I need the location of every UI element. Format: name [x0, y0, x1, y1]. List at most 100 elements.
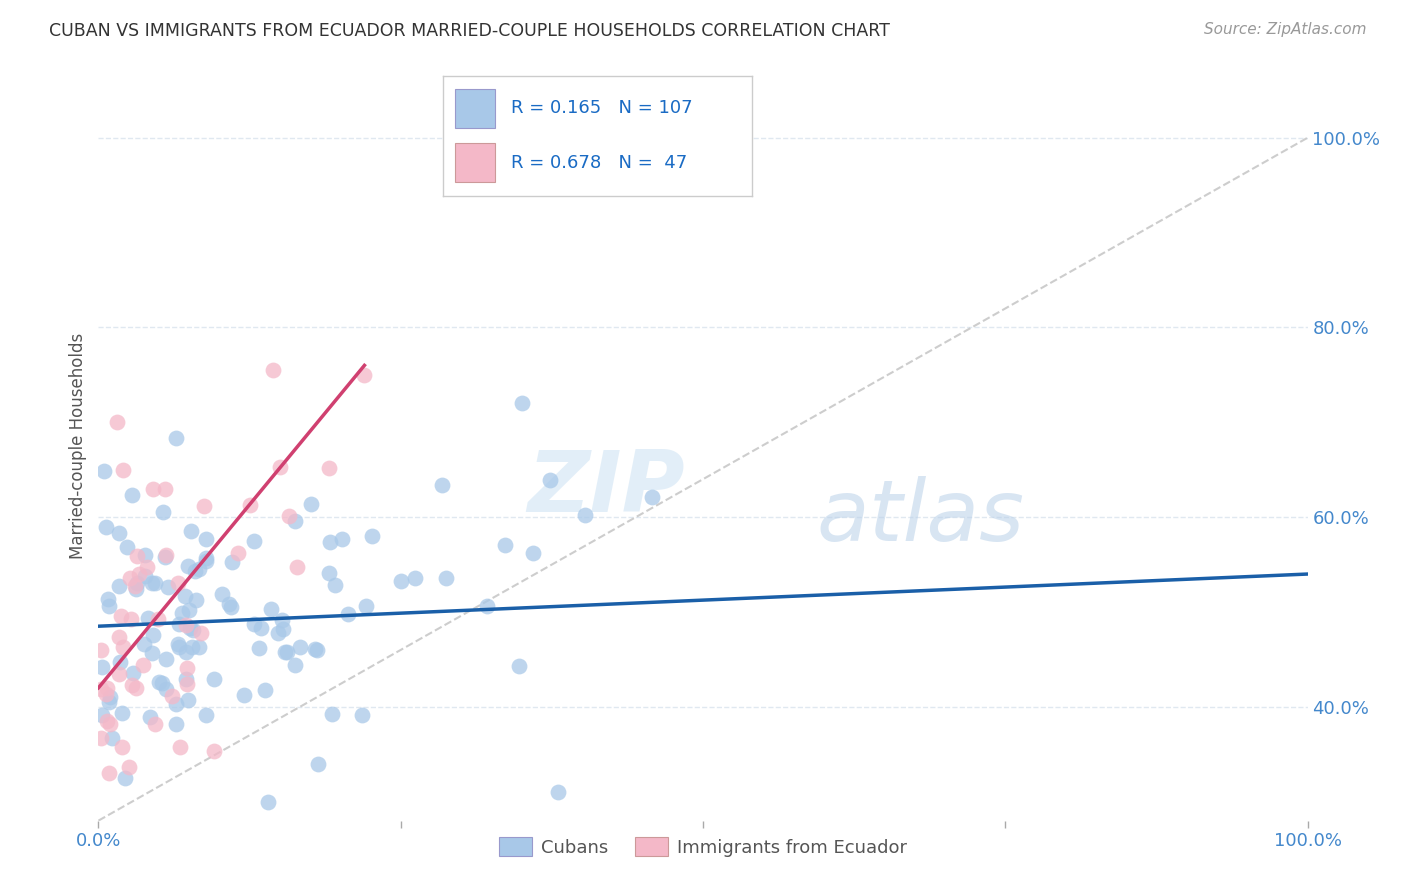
Point [134, 548, 156, 562]
Point [125, 681, 148, 695]
Point [142, 628, 165, 642]
Point [91, 659, 114, 673]
Point [108, 655, 131, 669]
Point [121, 678, 143, 692]
Point [176, 677, 198, 691]
Point [90, 731, 112, 745]
Point [124, 579, 146, 593]
Text: R = 0.165   N = 107: R = 0.165 N = 107 [510, 99, 693, 118]
Text: Source: ZipAtlas.com: Source: ZipAtlas.com [1204, 22, 1367, 37]
Point [276, 645, 298, 659]
Point [179, 622, 201, 636]
Point [330, 532, 353, 546]
Point [194, 550, 217, 565]
Point [299, 497, 322, 511]
Point [153, 482, 176, 496]
Point [202, 673, 225, 687]
Point [105, 415, 128, 429]
Point [188, 562, 211, 576]
Point [193, 499, 215, 513]
Point [143, 576, 166, 591]
Point [254, 682, 277, 697]
Y-axis label: Married-couple Households: Married-couple Households [69, 333, 87, 559]
Point [271, 622, 294, 636]
Point [256, 795, 278, 809]
Point [136, 611, 159, 625]
Point [211, 587, 233, 601]
Point [174, 618, 197, 632]
Text: R = 0.678   N =  47: R = 0.678 N = 47 [510, 153, 688, 171]
Point [118, 571, 141, 585]
Point [176, 661, 198, 675]
Point [117, 540, 139, 554]
Point [143, 716, 166, 731]
Point [260, 601, 283, 615]
Point [404, 572, 426, 586]
Point [361, 529, 384, 543]
Point [181, 624, 204, 638]
Point [141, 646, 163, 660]
Point [321, 706, 343, 721]
Point [155, 652, 177, 666]
Point [110, 706, 132, 720]
Point [142, 482, 165, 496]
Point [262, 363, 284, 377]
Point [202, 744, 225, 758]
Point [108, 526, 131, 541]
Point [195, 553, 218, 567]
Point [93, 464, 115, 478]
Point [188, 640, 211, 654]
Point [267, 626, 290, 640]
Point [247, 640, 270, 655]
Legend: Cubans, Immigrants from Ecuador: Cubans, Immigrants from Ecuador [492, 830, 914, 864]
Text: CUBAN VS IMMIGRANTS FROM ECUADOR MARRIED-COUPLE HOUSEHOLDS CORRELATION CHART: CUBAN VS IMMIGRANTS FROM ECUADOR MARRIED… [49, 22, 890, 40]
Point [125, 582, 148, 596]
Point [90, 681, 112, 696]
Point [353, 368, 375, 382]
Point [128, 567, 150, 582]
Point [641, 490, 664, 504]
Point [94, 687, 117, 701]
Point [121, 488, 143, 502]
Point [165, 697, 187, 711]
Point [436, 571, 458, 585]
Point [165, 717, 187, 731]
Point [305, 643, 328, 657]
Point [354, 599, 377, 614]
Point [118, 760, 141, 774]
Point [148, 675, 170, 690]
Point [283, 657, 305, 672]
Point [108, 666, 131, 681]
Point [174, 672, 197, 686]
Point [547, 785, 569, 799]
Point [114, 771, 136, 785]
Point [226, 546, 249, 560]
Point [176, 693, 198, 707]
Point [307, 756, 329, 771]
Point [323, 578, 346, 592]
Point [107, 630, 129, 644]
Point [352, 708, 374, 723]
Point [156, 580, 179, 594]
Point [274, 645, 297, 659]
Point [152, 505, 174, 519]
Point [150, 676, 173, 690]
Point [160, 689, 183, 703]
Point [475, 599, 498, 614]
Point [91, 708, 114, 723]
Point [127, 576, 149, 591]
Point [90, 642, 112, 657]
FancyBboxPatch shape [456, 89, 495, 128]
Point [337, 607, 360, 621]
Point [136, 560, 159, 574]
Point [574, 508, 596, 522]
Point [194, 708, 217, 723]
Point [110, 609, 132, 624]
Point [153, 550, 176, 565]
Point [169, 617, 191, 632]
FancyBboxPatch shape [456, 144, 495, 182]
Point [318, 566, 340, 580]
Point [510, 396, 533, 410]
Point [96, 681, 118, 695]
Point [101, 731, 124, 746]
